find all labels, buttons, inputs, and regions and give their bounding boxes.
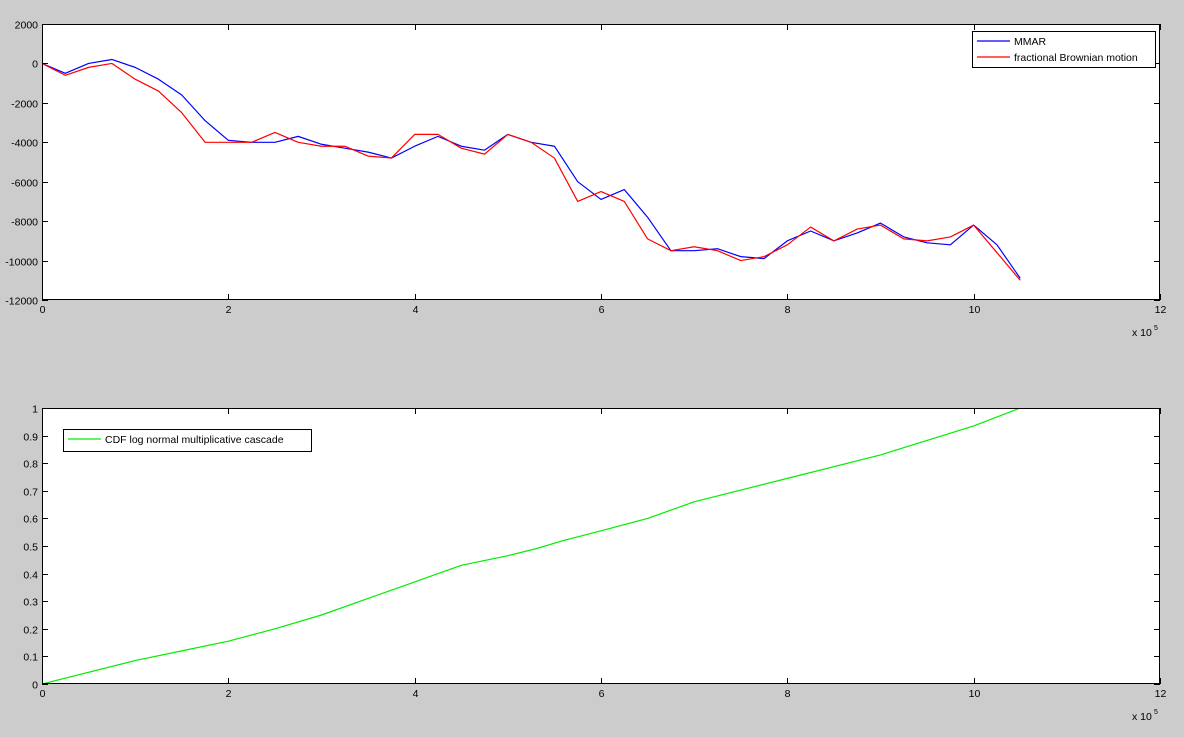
y-tick-label: 2000 <box>15 20 39 32</box>
x-tick-label: 10 <box>969 304 981 316</box>
axes-2: 0 2 4 6 8 10 12 0 0.1 0.2 0.3 0.4 0.5 0.6 0.7 0.8 0.9 1 x … <box>23 404 1166 724</box>
y-tick-label: 0.3 <box>23 597 38 609</box>
x-exponent-label: x 10 <box>1132 711 1152 723</box>
y-tick-label: 0.1 <box>23 652 38 664</box>
y-tick-label: 0 <box>32 680 38 692</box>
y-tick-label: 0.4 <box>23 570 38 582</box>
x-tick-label: 8 <box>785 688 791 700</box>
x-tick-label: 8 <box>785 304 791 316</box>
y-tick-label: -4000 <box>11 138 38 150</box>
x-tick-label: 4 <box>413 688 419 700</box>
y-tick-label: -12000 <box>5 296 38 308</box>
y-tick-label: -2000 <box>11 99 38 111</box>
y-tick-label: 0.6 <box>23 514 38 526</box>
x-tick-label: 0 <box>40 304 46 316</box>
y-tick-label: -10000 <box>5 257 38 269</box>
legend-entry: fractional Brownian motion <box>1014 52 1138 64</box>
y-tick-label: 0 <box>32 59 38 71</box>
plot-area <box>42 408 1160 684</box>
y-tick-label: -8000 <box>11 217 38 229</box>
y-tick-label: 0.2 <box>23 625 38 637</box>
legend-entry: MMAR <box>1014 36 1046 48</box>
plot-area <box>42 24 1160 300</box>
x-exponent-sup: 5 <box>1154 709 1158 716</box>
axes-1: 0 2 4 6 8 10 12 -12000 -10000 -8000 -6000 -4000 -200… <box>5 20 1166 340</box>
y-tick-label: 0.7 <box>23 487 38 499</box>
y-tick-label: 1 <box>32 404 38 416</box>
x-exponent-label: x 10 <box>1132 327 1152 339</box>
x-tick-label: 2 <box>226 688 232 700</box>
x-tick-label: 10 <box>969 688 981 700</box>
legend: MMAR fractional Brownian motion <box>972 31 1156 68</box>
legend-box <box>972 31 1156 68</box>
y-tick-label: 0.5 <box>23 542 38 554</box>
series-line-1 <box>42 408 1021 684</box>
y-tick-label: 0.9 <box>23 432 38 444</box>
x-tick-label: 2 <box>226 304 232 316</box>
x-exponent-sup: 5 <box>1154 325 1158 332</box>
y-tick-label: 0.8 <box>23 459 38 471</box>
x-tick-label: 6 <box>599 688 605 700</box>
x-tick-label: 0 <box>40 688 46 700</box>
x-tick-label: 4 <box>413 304 419 316</box>
x-tick-label: 12 <box>1155 688 1167 700</box>
x-tick-label: 12 <box>1155 304 1167 316</box>
x-tick-label: 6 <box>599 304 605 316</box>
series-line-2 <box>42 62 1021 281</box>
legend-box <box>63 429 312 452</box>
legend: CDF log normal multiplicative cascade <box>63 429 312 452</box>
y-tick-label: -6000 <box>11 178 38 190</box>
legend-entry: CDF log normal multiplicative cascade <box>105 434 284 446</box>
